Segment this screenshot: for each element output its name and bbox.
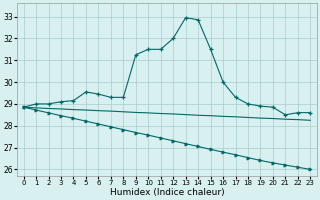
X-axis label: Humidex (Indice chaleur): Humidex (Indice chaleur) [110,188,224,197]
